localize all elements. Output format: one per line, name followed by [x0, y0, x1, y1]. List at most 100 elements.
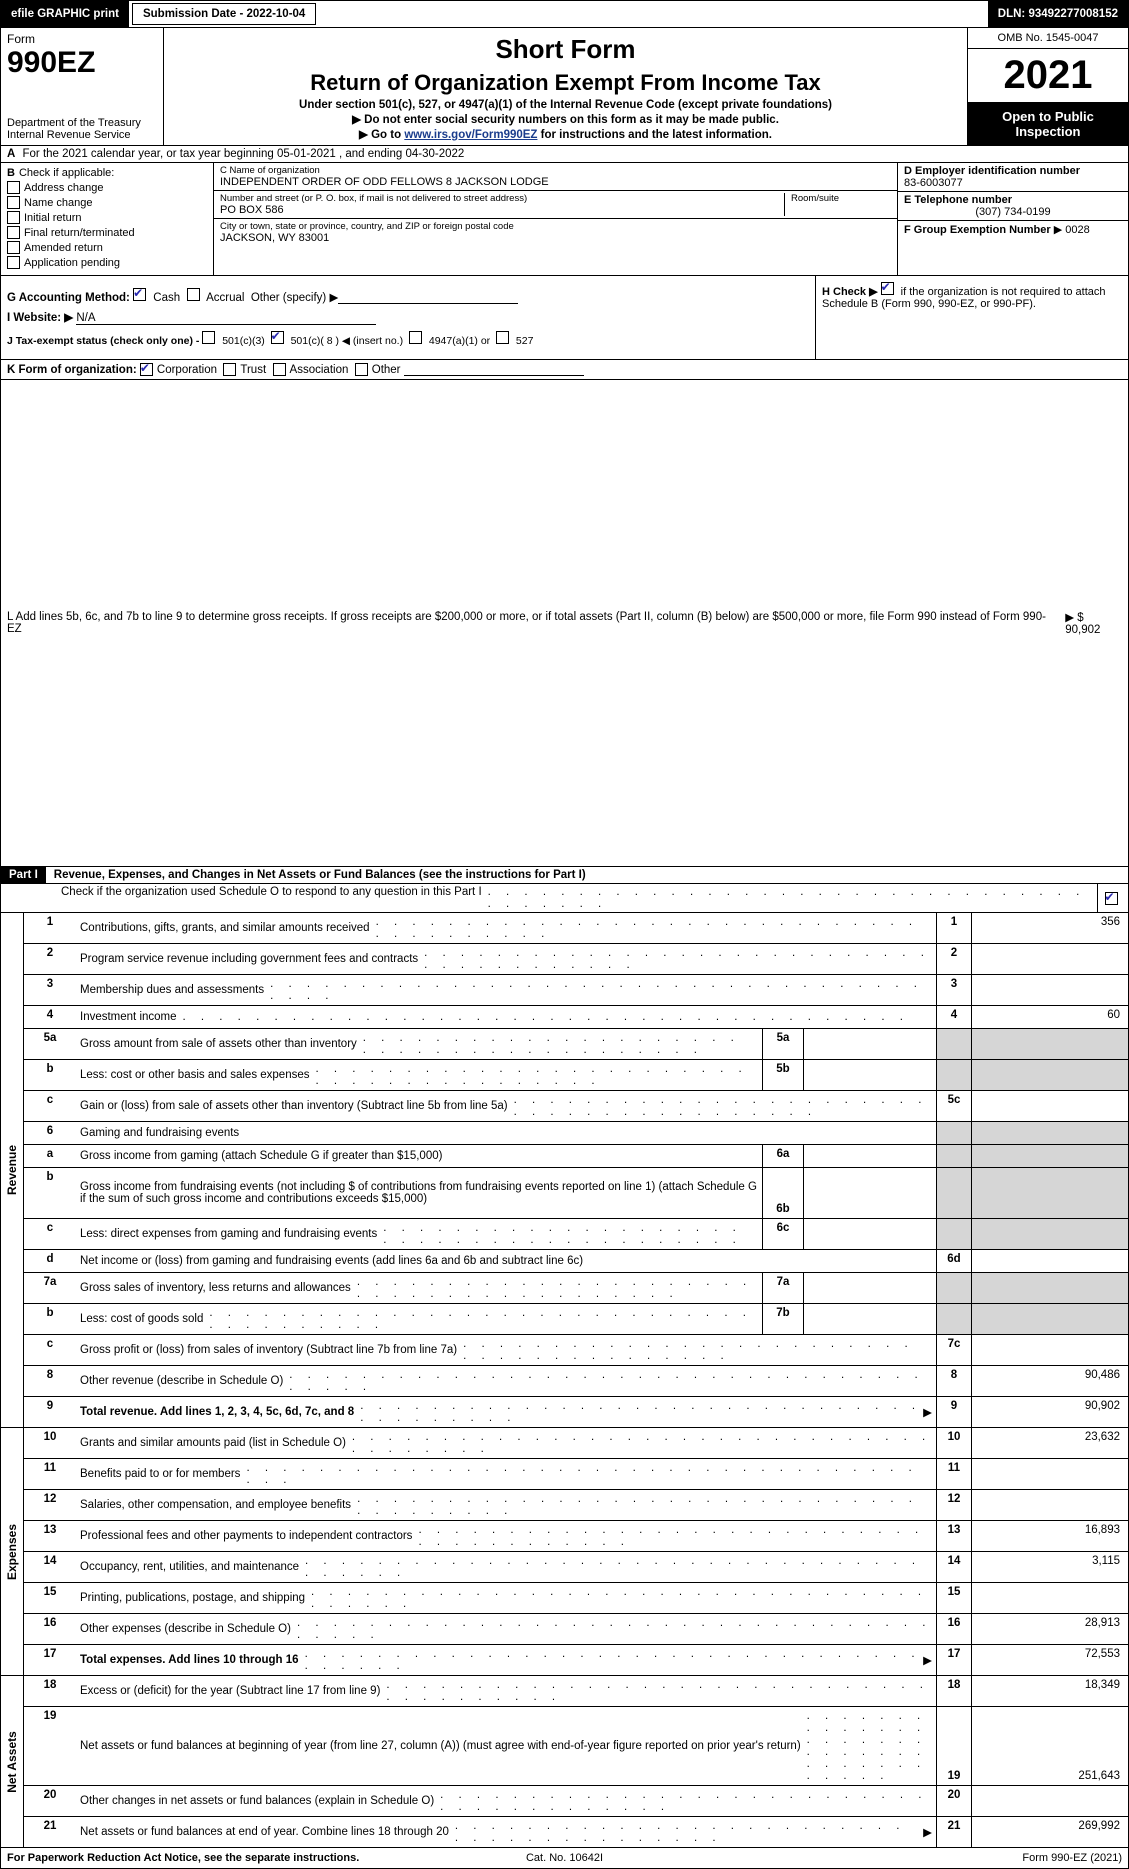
- note-post: for instructions and the latest informat…: [537, 129, 772, 141]
- desc: Net assets or fund balances at end of ye…: [80, 1826, 449, 1838]
- arrow-icon: ▶: [923, 1825, 932, 1839]
- amount: 72,553: [971, 1645, 1128, 1675]
- header-left: Form 990EZ Department of the Treasury In…: [1, 28, 164, 145]
- note-ssn: ▶ Do not enter social security numbers o…: [174, 112, 957, 126]
- amount: [971, 1060, 1128, 1090]
- lnno: 15: [24, 1583, 76, 1613]
- desc: Other expenses (describe in Schedule O): [80, 1623, 291, 1635]
- dots: . . . . . . . . . . . . . . . . . . . . …: [357, 1493, 932, 1517]
- chk-amended-return[interactable]: [7, 241, 20, 254]
- l-amount: ▶ $ 90,902: [1065, 610, 1122, 636]
- amount: 16,893: [971, 1521, 1128, 1551]
- chk-accrual[interactable]: [187, 288, 200, 301]
- chk-trust[interactable]: [223, 363, 236, 376]
- lnno: 13: [24, 1521, 76, 1551]
- amount: [971, 1490, 1128, 1520]
- lnno: 8: [24, 1366, 76, 1396]
- omb-number: OMB No. 1545-0047: [968, 28, 1128, 49]
- amount: 28,913: [971, 1614, 1128, 1644]
- chk-name-change[interactable]: [7, 196, 20, 209]
- chk-application-pending[interactable]: [7, 256, 20, 269]
- num-box: 4: [936, 1006, 971, 1028]
- k-label: K Form of organization:: [7, 364, 137, 376]
- opt-final-return: Final return/terminated: [24, 227, 135, 239]
- efile-print-button[interactable]: efile GRAPHIC print: [1, 1, 130, 27]
- c-street-value: PO BOX 586: [220, 204, 784, 216]
- amount: 3,115: [971, 1552, 1128, 1582]
- line-7a: 7a Gross sales of inventory, less return…: [24, 1273, 1128, 1304]
- other-org-blank[interactable]: [404, 363, 584, 376]
- line-18: 18 Excess or (deficit) for the year (Sub…: [24, 1676, 1128, 1707]
- footer-left: For Paperwork Reduction Act Notice, see …: [7, 1852, 379, 1864]
- lnno: 20: [24, 1786, 76, 1816]
- chk-501c[interactable]: [271, 331, 284, 344]
- dots: . . . . . . . . . . . . . . . . . . . . …: [418, 1524, 932, 1548]
- top-bar: efile GRAPHIC print Submission Date - 20…: [0, 0, 1129, 28]
- other-blank[interactable]: [338, 291, 518, 304]
- amount: [971, 1459, 1128, 1489]
- line-a-text: For the 2021 calendar year, or tax year …: [23, 148, 465, 160]
- desc: Salaries, other compensation, and employ…: [80, 1499, 351, 1511]
- desc: Benefits paid to or for members: [80, 1468, 240, 1480]
- desc: Gain or (loss) from sale of assets other…: [80, 1100, 508, 1112]
- section-bcdef: BCheck if applicable: Address change Nam…: [0, 163, 1129, 276]
- amount: [971, 1335, 1128, 1365]
- sub-box: 6a: [762, 1145, 803, 1167]
- chk-h[interactable]: [881, 282, 894, 295]
- num-box: 18: [936, 1676, 971, 1706]
- chk-other-org[interactable]: [355, 363, 368, 376]
- dots: . . . . . . . . . . . . . . . . . . . . …: [305, 1555, 932, 1579]
- num-box: [936, 1122, 971, 1144]
- note-link: ▶ Go to www.irs.gov/Form990EZ for instru…: [174, 127, 957, 141]
- chk-address-change[interactable]: [7, 181, 20, 194]
- chk-corporation[interactable]: [140, 363, 153, 376]
- sub-box: 6c: [762, 1219, 803, 1249]
- c-street-label: Number and street (or P. O. box, if mail…: [220, 193, 784, 204]
- tax-year: 2021: [968, 49, 1128, 103]
- num-box: 12: [936, 1490, 971, 1520]
- num-box: [936, 1304, 971, 1334]
- line-13: 13 Professional fees and other payments …: [24, 1521, 1128, 1552]
- dots: . . . . . . . . . . . . . . . . . . . . …: [383, 1222, 758, 1246]
- desc: Gross profit or (loss) from sales of inv…: [80, 1344, 457, 1356]
- desc: Occupancy, rent, utilities, and maintena…: [80, 1561, 299, 1573]
- chk-501c3[interactable]: [202, 331, 215, 344]
- chk-schedule-o[interactable]: [1105, 892, 1118, 905]
- lnno: c: [24, 1335, 76, 1365]
- opt-amended-return: Amended return: [24, 242, 103, 254]
- num-box: 2: [936, 944, 971, 974]
- num-box: [936, 1060, 971, 1090]
- chk-association[interactable]: [273, 363, 286, 376]
- dots: . . . . . . . . . . . . . . . . . . . . …: [455, 1820, 923, 1844]
- irs-link[interactable]: www.irs.gov/Form990EZ: [404, 129, 537, 141]
- num-box: 16: [936, 1614, 971, 1644]
- chk-4947a1[interactable]: [409, 331, 422, 344]
- dots: . . . . . . . . . . . . . . . . . . . . …: [297, 1617, 932, 1641]
- chk-initial-return[interactable]: [7, 211, 20, 224]
- line-5c: c Gain or (loss) from sale of assets oth…: [24, 1091, 1128, 1122]
- cell-city: City or town, state or province, country…: [214, 219, 897, 275]
- amount: [971, 1091, 1128, 1121]
- lnno: a: [24, 1145, 76, 1167]
- line-4: 4 Investment income . . . . . . . . . . …: [24, 1006, 1128, 1029]
- dots: . . . . . . . . . . . . . . . . . . . . …: [514, 1094, 932, 1118]
- chk-527[interactable]: [496, 331, 509, 344]
- dots: . . . . . . . . . . . . . . . . . . . . …: [357, 1276, 758, 1300]
- dots: . . . . . . . . . . . . . . . . . . . . …: [463, 1338, 932, 1362]
- desc: Less: cost of goods sold: [80, 1313, 203, 1325]
- opt-4947a1: 4947(a)(1) or: [429, 335, 490, 347]
- dots: . . . . . . . . . . . . . . . . . . . . …: [424, 947, 932, 971]
- chk-cash[interactable]: [133, 288, 146, 301]
- lnno: 14: [24, 1552, 76, 1582]
- chk-final-return[interactable]: [7, 226, 20, 239]
- line-17: 17 Total expenses. Add lines 10 through …: [24, 1645, 1128, 1675]
- lnno: 19: [24, 1707, 76, 1785]
- line-7c: c Gross profit or (loss) from sales of i…: [24, 1335, 1128, 1366]
- net-assets-table: Net Assets 18 Excess or (deficit) for th…: [0, 1676, 1129, 1848]
- amount: [971, 1786, 1128, 1816]
- desc: Total expenses. Add lines 10 through 16: [80, 1654, 299, 1666]
- dots: . . . . . . . . . . . . . . . . . . . . …: [360, 1400, 923, 1424]
- line-a: A For the 2021 calendar year, or tax yea…: [0, 146, 1129, 163]
- department: Department of the Treasury Internal Reve…: [7, 117, 157, 141]
- c-city-value: JACKSON, WY 83001: [220, 232, 891, 244]
